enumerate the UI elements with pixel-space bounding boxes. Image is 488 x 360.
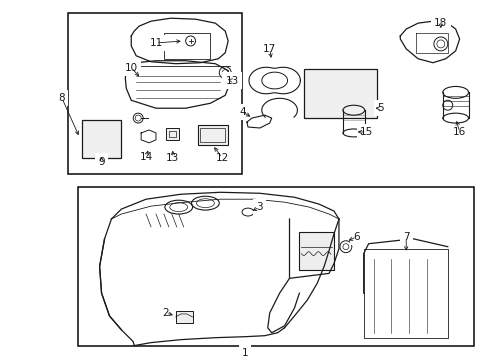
Text: 10: 10	[124, 63, 138, 73]
Bar	[68, 13, 242, 175]
Text: 15: 15	[359, 127, 372, 137]
Text: 5: 5	[376, 103, 383, 113]
Text: 16: 16	[452, 127, 465, 137]
Bar	[81, 120, 121, 158]
Bar	[200, 128, 225, 142]
Bar	[163, 33, 210, 59]
Text: 14: 14	[139, 152, 152, 162]
Bar	[78, 187, 473, 346]
Text: 13: 13	[225, 76, 238, 86]
Bar	[168, 131, 175, 137]
Text: 9: 9	[98, 157, 104, 167]
Bar	[175, 311, 192, 323]
Text: 12: 12	[215, 153, 228, 163]
Text: 17: 17	[263, 44, 276, 54]
Text: 6: 6	[353, 232, 359, 242]
Bar	[197, 125, 228, 145]
Text: 18: 18	[433, 18, 447, 28]
Text: 1: 1	[241, 347, 248, 357]
Text: 13: 13	[166, 153, 179, 163]
Text: 11: 11	[149, 38, 163, 48]
Text: 7: 7	[402, 232, 408, 242]
Bar	[165, 128, 178, 140]
Text: 8: 8	[59, 93, 65, 103]
Text: 2: 2	[162, 308, 169, 318]
Bar	[304, 69, 376, 118]
Bar	[299, 232, 333, 270]
Text: 3: 3	[256, 202, 263, 212]
Text: 4: 4	[239, 107, 246, 117]
